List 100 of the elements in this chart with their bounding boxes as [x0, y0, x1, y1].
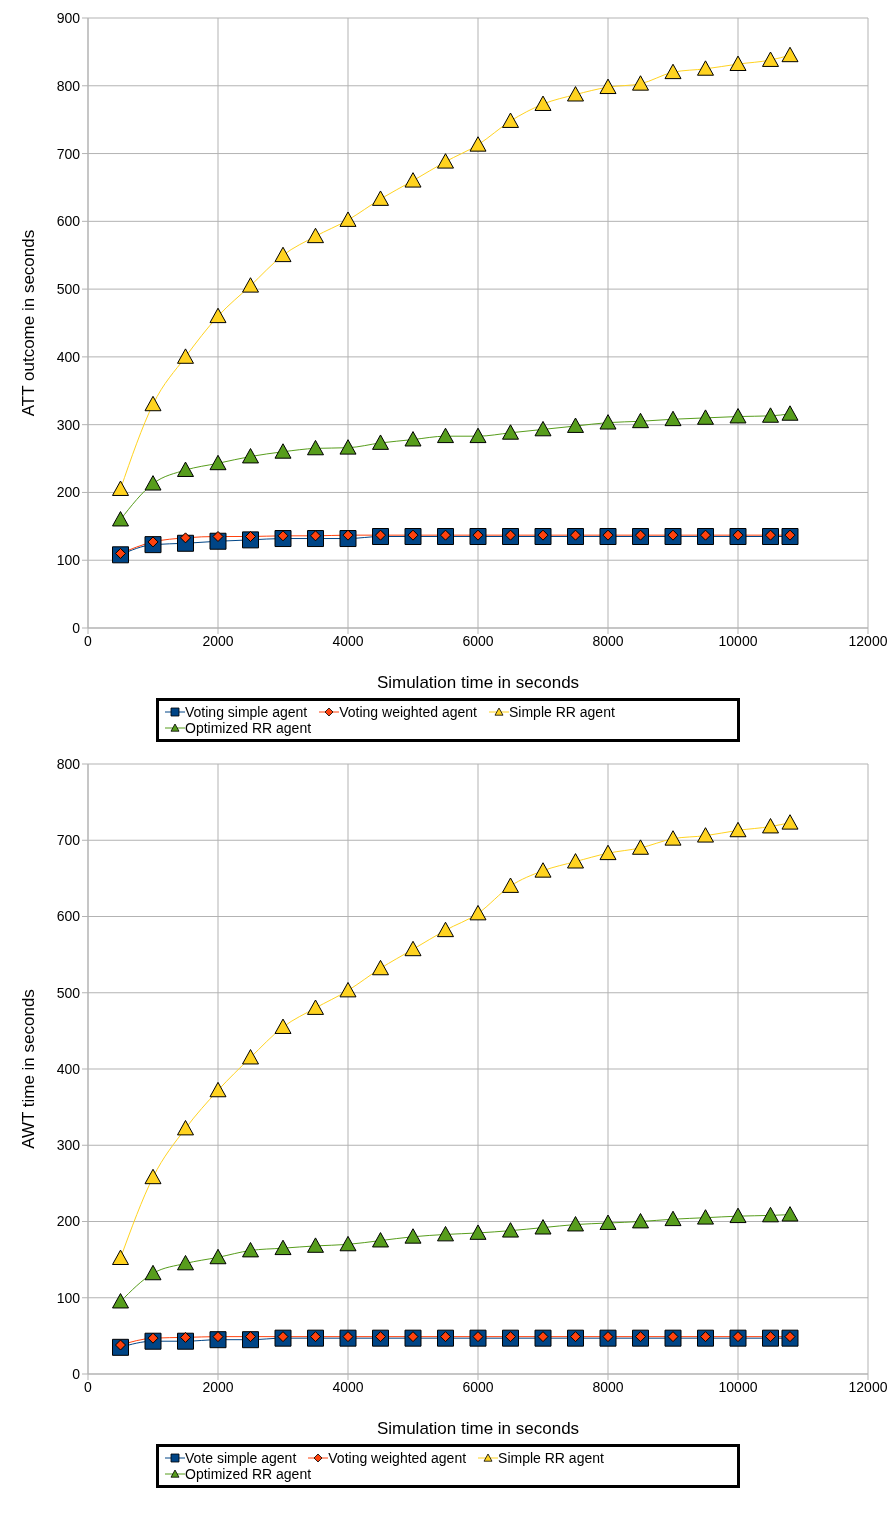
y-tick-label: 300 [56, 416, 81, 433]
y-tick-label: 600 [56, 213, 81, 230]
point [567, 417, 584, 433]
point [242, 448, 259, 464]
y-tick-label: 900 [56, 9, 81, 26]
y-tick-label: 400 [56, 348, 81, 365]
x-tick-label: 12000 [848, 1378, 888, 1395]
point [242, 1049, 259, 1065]
point [437, 1225, 454, 1242]
point [144, 1168, 162, 1185]
point [339, 211, 357, 227]
point [664, 410, 682, 427]
point [209, 1081, 227, 1098]
point [729, 1207, 747, 1224]
point [177, 461, 194, 477]
point [567, 86, 584, 102]
point [567, 853, 584, 869]
point [762, 407, 779, 423]
point [502, 877, 519, 893]
point [599, 844, 617, 861]
point [274, 443, 292, 459]
y-tick-label: 100 [56, 1289, 81, 1306]
point [339, 1235, 357, 1252]
x-tick-label: 2000 [202, 1378, 234, 1395]
y-tick-label: 300 [56, 1137, 81, 1154]
point [404, 431, 422, 447]
legend-label: Voting weighted agent [327, 1450, 467, 1466]
point [469, 427, 487, 444]
x-tick-label: 6000 [462, 1378, 494, 1395]
point [437, 427, 454, 444]
point [762, 1206, 779, 1223]
point [697, 60, 714, 76]
y-tick-label: 700 [56, 832, 81, 849]
point [339, 981, 357, 998]
point [274, 1018, 292, 1034]
y-axis-title: ATT outcome in seconds [19, 229, 39, 417]
point [781, 46, 799, 63]
x-tick-label: 6000 [462, 632, 494, 649]
y-tick-label: 200 [56, 1213, 81, 1230]
point [502, 1222, 519, 1238]
point [534, 420, 552, 437]
point [177, 1254, 194, 1271]
point [534, 862, 552, 878]
point [307, 1237, 324, 1253]
point [242, 1241, 259, 1258]
point [274, 246, 292, 263]
point [209, 1248, 227, 1265]
point [599, 78, 617, 95]
point [177, 1119, 194, 1136]
y-tick-label: 200 [56, 484, 81, 501]
point [112, 511, 129, 527]
point [112, 480, 129, 496]
legend-label: Optimized RR agent [184, 720, 312, 736]
point [567, 1216, 584, 1232]
legend-label: Optimized RR agent [184, 1466, 312, 1482]
point [632, 1213, 649, 1229]
point [274, 1239, 292, 1256]
point [404, 1228, 422, 1244]
y-tick-label: 500 [56, 281, 81, 298]
x-tick-label: 10000 [718, 632, 758, 649]
point [469, 136, 487, 152]
point [664, 830, 682, 846]
x-tick-label: 8000 [592, 632, 624, 649]
point [632, 839, 649, 855]
point [144, 1264, 162, 1281]
point [664, 63, 682, 80]
point [632, 412, 649, 429]
point [209, 307, 227, 324]
point [469, 1224, 487, 1240]
y-tick-label: 700 [56, 145, 81, 162]
x-tick-label: 4000 [332, 632, 364, 649]
point [729, 821, 747, 838]
point [599, 1214, 617, 1230]
point [632, 75, 649, 91]
y-tick-label: 0 [72, 619, 81, 636]
x-tick-label: 12000 [848, 632, 888, 649]
point [372, 1232, 389, 1248]
point [534, 95, 552, 111]
point [307, 439, 324, 456]
point [762, 51, 779, 67]
point [372, 190, 389, 206]
point [307, 999, 324, 1015]
point [781, 1206, 799, 1222]
point [762, 818, 779, 834]
point [437, 921, 454, 938]
x-axis-title: Simulation time in seconds [376, 673, 580, 692]
legend-label: Simple RR agent [497, 1450, 604, 1466]
point [697, 1209, 714, 1225]
y-tick-label: 100 [56, 552, 81, 569]
point [781, 405, 799, 421]
x-tick-label: 0 [84, 632, 93, 649]
point [502, 112, 519, 128]
point [112, 1293, 129, 1309]
point [144, 395, 162, 412]
legend-label: Voting weighted agent [338, 704, 477, 720]
y-axis-title: AWT time in seconds [19, 989, 39, 1149]
point [437, 153, 454, 169]
point [469, 904, 487, 921]
y-tick-label: 0 [72, 1365, 81, 1382]
point [209, 454, 227, 471]
